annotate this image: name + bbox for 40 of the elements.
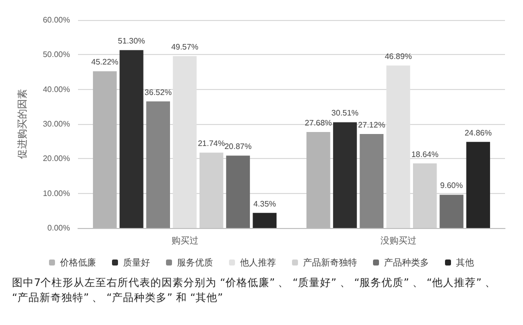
data-label: 18.64%: [411, 150, 438, 159]
y-axis-title: 促进购买的因素: [16, 89, 28, 159]
bar: [146, 101, 170, 228]
bar: [252, 212, 277, 228]
data-label: 9.60%: [440, 181, 463, 190]
bar: [226, 156, 250, 228]
bar: [440, 194, 464, 228]
y-tick-label: 30.00%: [42, 120, 70, 128]
bar: [120, 50, 144, 228]
bar: [333, 122, 357, 228]
y-tick-label: 60.00%: [42, 16, 70, 24]
data-label: 21.74%: [198, 139, 225, 148]
bar: [360, 134, 384, 228]
data-label: 20.87%: [224, 142, 252, 152]
legend-label: 他人推荐: [240, 258, 276, 268]
y-tick-label: 50.00%: [42, 50, 70, 60]
data-label: 30.51%: [331, 108, 359, 118]
legend-label: 其他: [456, 258, 474, 268]
data-label: 49.57%: [171, 42, 198, 52]
x-tick-label: 购买过: [171, 236, 198, 246]
legend-label: 产品新奇独特: [303, 258, 357, 268]
bar: [466, 142, 490, 228]
legend-label: 价格低廉: [59, 258, 96, 268]
y-tick-label: 40.00%: [42, 84, 70, 94]
text: 图中7个柱形从左至右所代表的因素分别为 “价格低廉” 、 “质量好” 、 “服务优质” 、 “他人推荐” 、 “产品新奇独特” 、 “产品种类多” 和 “其他”: [11, 276, 497, 306]
y-tick-label: 0.00%: [47, 224, 70, 232]
data-label: 27.68%: [304, 118, 332, 128]
legend-label: 质量好: [123, 258, 150, 268]
data-label: 36.52%: [144, 88, 172, 97]
data-label: 51.30%: [118, 36, 146, 46]
data-label: 45.22%: [91, 58, 118, 67]
legend-label: 产品种类多: [384, 258, 429, 268]
x-tick-label: 没购买过: [380, 236, 416, 246]
legend-label: 服务优质: [177, 258, 213, 268]
data-label: 46.89%: [384, 52, 412, 61]
y-tick-label: 20.00%: [42, 154, 70, 164]
data-label: 24.86%: [464, 128, 492, 138]
y-tick-label: 10.00%: [42, 188, 70, 198]
data-label: 27.12%: [358, 120, 386, 130]
data-label: 4.35%: [253, 199, 276, 208]
